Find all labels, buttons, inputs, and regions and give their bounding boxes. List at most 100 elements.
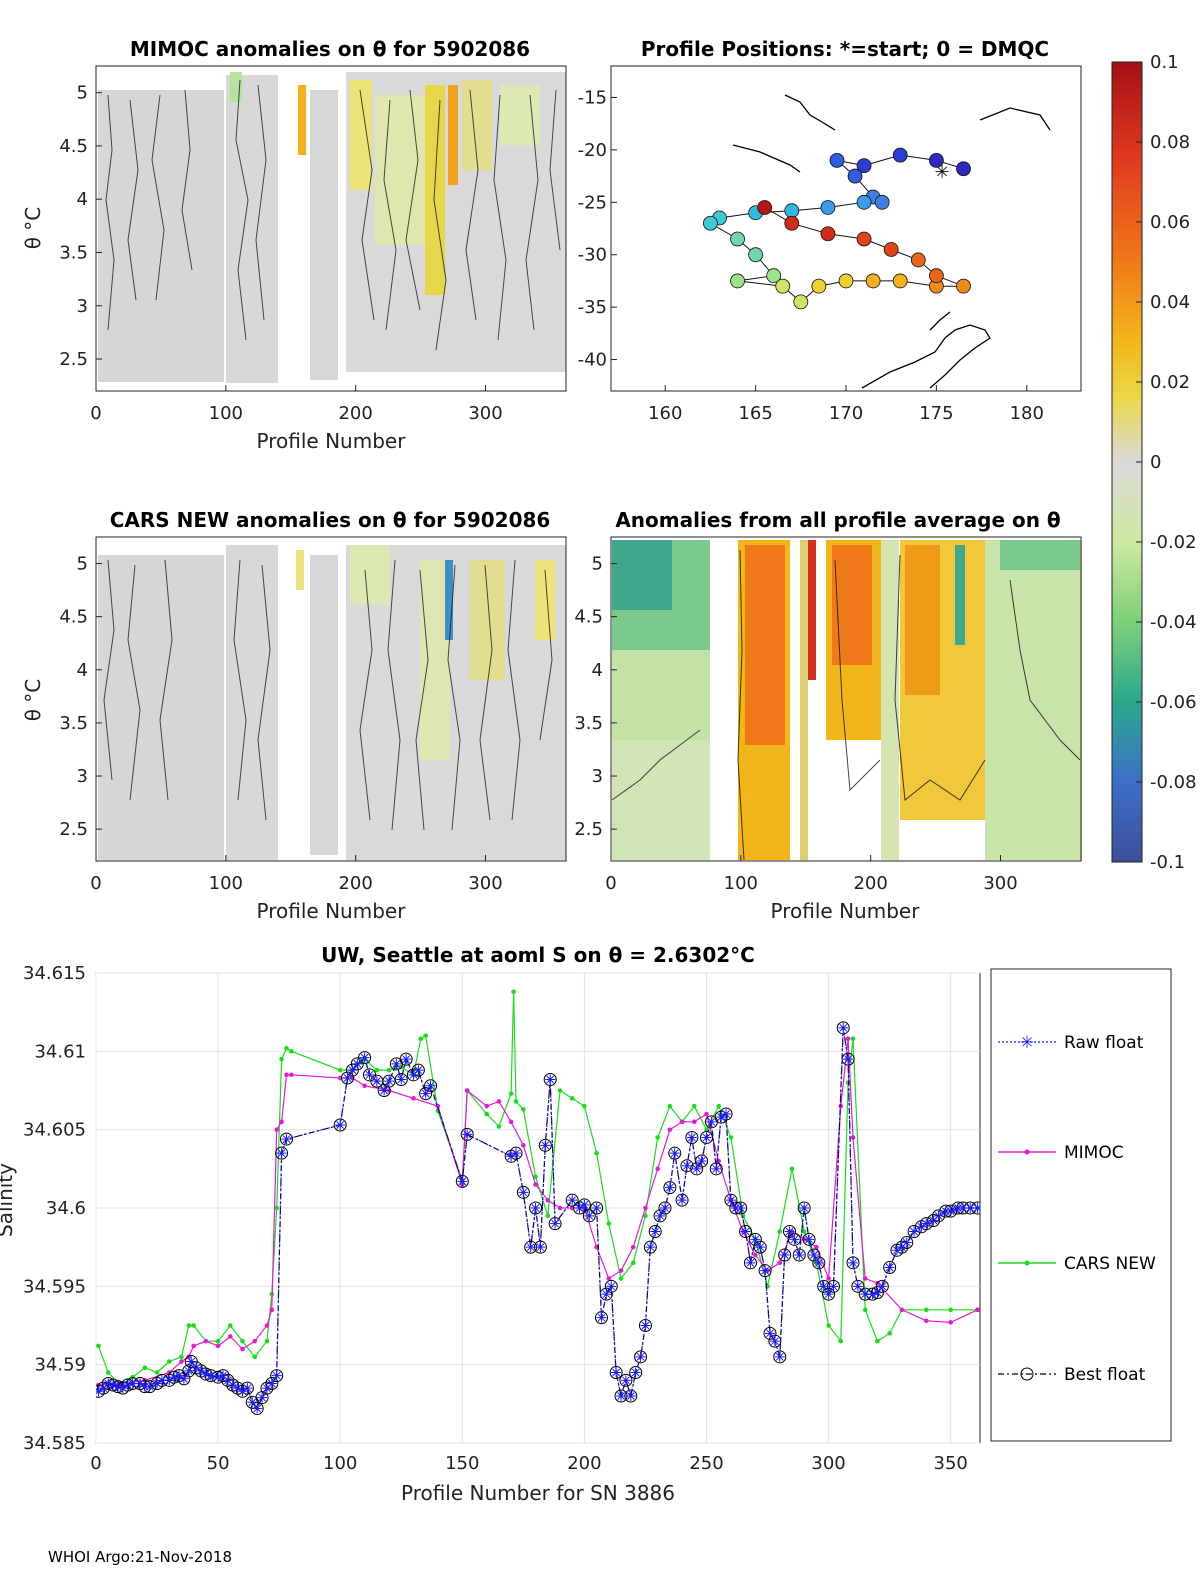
svg-text:Raw float: Raw float — [1064, 1033, 1144, 1053]
mimoc-ylabel: θ °C — [21, 207, 45, 250]
mimoc-point — [279, 1119, 284, 1125]
raw-float-point — [691, 1163, 702, 1174]
best-float-point — [931, 1209, 945, 1223]
raw-float-point — [144, 1381, 155, 1392]
mimoc-point — [464, 1088, 470, 1093]
raw-float-point — [222, 1375, 233, 1386]
best-float-point — [411, 1063, 425, 1077]
allavg-ytick-label: 3 — [592, 766, 603, 787]
raw-float-point — [620, 1375, 631, 1386]
best-float-point — [758, 1264, 772, 1278]
mimoc-point — [284, 1072, 289, 1078]
raw-float-point — [901, 1237, 912, 1248]
cars-new-point — [228, 1323, 233, 1328]
raw-float-point — [425, 1080, 436, 1091]
svg-text:CARS NEW: CARS NEW — [1064, 1254, 1156, 1274]
mimoc-ytick-label: 4 — [77, 189, 88, 210]
raw-float-point — [965, 1203, 976, 1213]
allavg-ytick-label: 3.5 — [574, 713, 603, 734]
raw-float-point — [379, 1085, 390, 1096]
salinity-xtick-label: 250 — [689, 1453, 723, 1474]
raw-float-point — [408, 1069, 419, 1080]
cars-new-point — [655, 1135, 660, 1140]
salinity-ytick-label: 34.585 — [23, 1433, 86, 1454]
profile-position-point — [748, 247, 764, 263]
best-float-point — [509, 1146, 523, 1160]
longitude-tick-label: 165 — [738, 403, 772, 424]
raw-float-point — [764, 1328, 775, 1339]
profile-position-point — [956, 161, 971, 177]
raw-float-point — [848, 1257, 859, 1268]
cars-new-point — [142, 1365, 148, 1371]
best-float-point — [822, 1287, 836, 1301]
best-float-point — [807, 1248, 821, 1262]
mimoc-point — [228, 1334, 233, 1339]
raw-float-point — [701, 1132, 712, 1143]
best-float-point — [663, 1181, 677, 1195]
cars-new-point — [374, 1067, 380, 1073]
mimoc-point — [655, 1166, 660, 1172]
best-float-point — [883, 1261, 897, 1275]
raw-float-point — [391, 1058, 402, 1069]
cars-new-point — [875, 1338, 880, 1344]
best-float-point — [812, 1256, 826, 1270]
raw-float-point — [760, 1265, 771, 1276]
best-float-point — [668, 1146, 682, 1160]
raw-float-point — [511, 1148, 522, 1159]
best-float-point — [460, 1127, 474, 1141]
mimoc-point — [975, 1307, 980, 1313]
mimoc-point — [826, 1276, 831, 1281]
raw-float-point — [799, 1203, 810, 1213]
raw-float-point — [550, 1218, 561, 1229]
profile-position-point — [703, 215, 718, 231]
cars-new-point — [96, 1343, 101, 1349]
mimoc-title: MIMOC anomalies on θ for 5902086 — [130, 37, 530, 61]
cars-title: CARS NEW anomalies on θ for 5902086 — [110, 508, 551, 532]
best-float-point — [279, 1132, 293, 1146]
raw-float-point — [232, 1383, 243, 1394]
cars-new-point — [838, 1338, 844, 1344]
raw-float-point — [945, 1206, 956, 1217]
raw-float-point — [601, 1289, 612, 1300]
allavg-xtick-label: 100 — [724, 873, 758, 894]
raw-float-point — [645, 1242, 656, 1253]
cars-new-point — [508, 1091, 514, 1096]
raw-float-point — [401, 1054, 412, 1065]
profile-position-point — [820, 200, 836, 215]
cars-ytick-label: 3.5 — [59, 713, 88, 734]
raw-float-point — [371, 1076, 382, 1087]
profile-position-point — [775, 278, 791, 294]
best-float-point — [582, 1209, 596, 1223]
raw-float-point — [518, 1187, 529, 1198]
mimoc-point — [862, 1276, 868, 1281]
raw-float-point — [872, 1287, 883, 1298]
raw-float-point — [574, 1203, 585, 1213]
allavg-ytick-label: 4.5 — [574, 607, 603, 628]
mimoc-xlabel: Profile Number — [257, 429, 407, 453]
profile-position-point — [892, 273, 908, 289]
legend-raw-float: ✳ Raw float — [998, 1033, 1144, 1053]
mimoc-point — [508, 1119, 514, 1125]
raw-float-point — [804, 1234, 815, 1245]
longitude-tick-label: 160 — [648, 403, 682, 424]
cars-xtick-label: 0 — [90, 873, 101, 894]
mimoc-point — [899, 1307, 905, 1313]
best-float-point — [802, 1232, 816, 1246]
best-float-point — [609, 1366, 623, 1379]
raw-float-point — [462, 1129, 473, 1140]
cars-new-point — [630, 1260, 636, 1266]
raw-float-point — [342, 1072, 353, 1083]
best-float-point — [619, 1373, 633, 1387]
raw-float-point — [112, 1381, 123, 1392]
raw-float-point — [664, 1182, 675, 1193]
raw-float-point — [257, 1392, 268, 1403]
cars-new-point — [667, 1103, 673, 1109]
raw-float-point — [635, 1351, 646, 1362]
cars-new-point — [716, 1103, 722, 1109]
cars-new-point — [606, 1221, 612, 1226]
raw-float-point — [794, 1250, 805, 1260]
best-float-point — [590, 1201, 604, 1215]
longitude-tick-label: 170 — [829, 403, 863, 424]
raw-float-point — [252, 1403, 263, 1414]
